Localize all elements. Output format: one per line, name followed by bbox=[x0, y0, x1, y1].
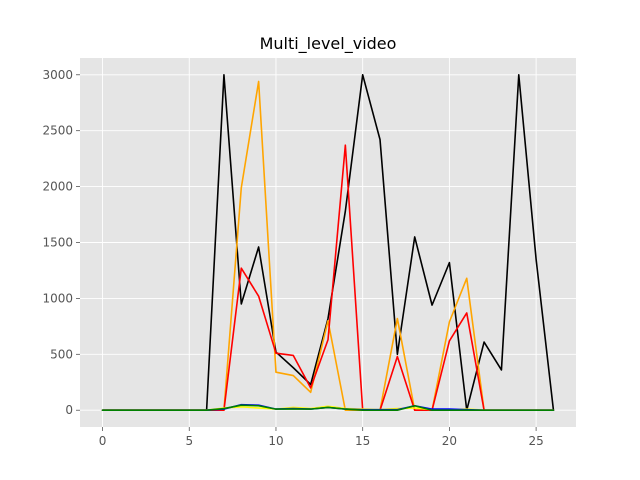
x-axis-ticks: 0 5 10 15 20 25 bbox=[99, 427, 544, 448]
y-tick-label: 500 bbox=[50, 347, 73, 361]
grid-lines bbox=[80, 58, 576, 427]
x-tick-label: 5 bbox=[185, 434, 193, 448]
y-tick-label: 1500 bbox=[42, 236, 73, 250]
chart-title: Multi_level_video bbox=[260, 34, 397, 54]
y-axis-ticks: 0 500 1000 1500 2000 2500 3000 bbox=[42, 68, 80, 417]
series-lines bbox=[101, 73, 555, 412]
y-tick-label: 0 bbox=[65, 403, 73, 417]
y-tick-label: 1000 bbox=[42, 291, 73, 305]
x-tick-label: 25 bbox=[528, 434, 543, 448]
x-tick-label: 10 bbox=[268, 434, 283, 448]
x-tick-label: 20 bbox=[442, 434, 457, 448]
y-tick-label: 2500 bbox=[42, 124, 73, 138]
series-line-6 bbox=[101, 404, 555, 412]
y-tick-label: 2000 bbox=[42, 180, 73, 194]
y-tick-label: 3000 bbox=[42, 68, 73, 82]
x-tick-label: 15 bbox=[355, 434, 370, 448]
x-tick-label: 0 bbox=[99, 434, 107, 448]
